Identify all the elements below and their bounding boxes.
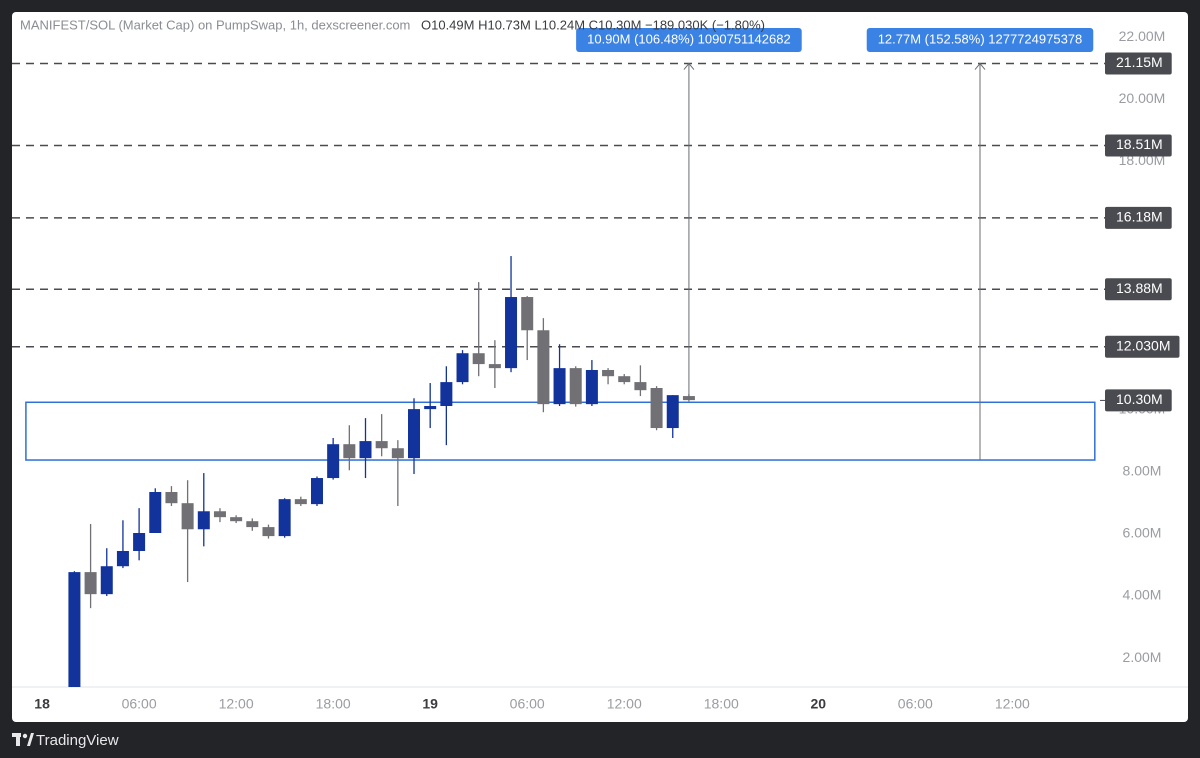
level-label-bg [1105, 134, 1172, 157]
measure-arrowhead [683, 62, 695, 70]
level-label-bg [1105, 278, 1172, 301]
x-tick-label: 06:00 [122, 696, 157, 712]
y-tick-label: 6.00M [1123, 525, 1162, 541]
x-tick-label: 06:00 [510, 696, 545, 712]
candle-body [213, 511, 226, 518]
y-tick-label: 8.00M [1123, 463, 1162, 479]
x-tick-label: 12:00 [995, 696, 1030, 712]
level-label-bg [1105, 335, 1180, 358]
y-tick-label: 4.00M [1123, 587, 1162, 603]
candle-body [310, 478, 323, 505]
x-tick-label: 20 [810, 696, 826, 712]
candle-body [650, 388, 663, 429]
candle-body [100, 566, 113, 595]
x-tick-label: 18:00 [316, 696, 351, 712]
candle-body [440, 382, 453, 407]
x-tick-label: 19 [422, 696, 438, 712]
candle-body [149, 492, 162, 533]
level-label: 13.88M [1116, 280, 1163, 296]
measure-label: 10.90M (106.48%) 1090751142682 [587, 31, 791, 46]
measure-label-bg [866, 28, 1094, 52]
candle-body [456, 353, 469, 383]
candle-body [359, 441, 372, 459]
candle-body [197, 511, 210, 530]
candle-body [294, 499, 307, 505]
candle-body [230, 517, 243, 522]
candle-body [472, 353, 485, 365]
plot-area [12, 62, 1105, 687]
candle-body [165, 492, 178, 504]
candle-body [68, 572, 81, 687]
candle-body [666, 395, 679, 429]
candle-body [84, 572, 97, 595]
x-tick-label: 06:00 [898, 696, 933, 712]
measure-arrowhead [974, 62, 986, 70]
chart-title: MANIFEST/SOL (Market Cap) on PumpSwap, 1… [20, 17, 410, 32]
candle-body [521, 297, 534, 331]
candle-body [424, 406, 437, 410]
level-label-bg [1105, 52, 1172, 75]
chart-panel [12, 12, 1188, 722]
level-label: 12.030M [1116, 337, 1170, 353]
candle-body [408, 409, 421, 459]
level-label: 21.15M [1116, 54, 1163, 70]
level-label: 16.18M [1116, 209, 1163, 225]
last-price-label: 10.30M [1116, 391, 1163, 407]
candle-body [116, 551, 129, 567]
candle-body [246, 521, 259, 528]
candle-body [618, 376, 631, 383]
candle-body [569, 368, 582, 405]
candle-body [262, 527, 275, 537]
measure-label-bg [576, 28, 802, 52]
x-tick-label: 18:00 [704, 696, 739, 712]
candle-body [343, 444, 356, 459]
candle-body [602, 369, 615, 377]
y-tick-label: 2.00M [1123, 649, 1162, 665]
candle-body [133, 532, 146, 552]
candle-body [181, 503, 194, 530]
brand: TradingView [36, 732, 119, 749]
overlay: 10.90M (106.48%) 1090751142682 12.77M (15… [576, 28, 1094, 461]
candle-body [488, 364, 501, 369]
x-tick-label: 12:00 [607, 696, 642, 712]
candle-body [537, 330, 550, 405]
candle-body [375, 441, 388, 449]
candle-body [391, 448, 404, 459]
candle-body [505, 297, 518, 369]
candle-body [634, 382, 647, 391]
x-tick-label: 12:00 [219, 696, 254, 712]
level-label-bg [1105, 206, 1172, 229]
level-label: 18.51M [1116, 136, 1163, 152]
brand-logo [12, 733, 34, 746]
y-tick-label: 20.00M [1119, 90, 1166, 106]
candle-body [585, 369, 598, 405]
x-tick-label: 18 [34, 696, 50, 712]
y-tick-label: 22.00M [1119, 28, 1166, 44]
last-price-label-bg [1105, 389, 1172, 412]
measure-label: 12.77M (152.58%) 1277724975378 [878, 31, 1083, 46]
candle-body [553, 368, 566, 405]
ohlc-legend: O10.49M H10.73M L10.24M C10.30M −189.030… [421, 17, 765, 32]
candle-body [278, 499, 291, 537]
candle-body [327, 444, 340, 479]
